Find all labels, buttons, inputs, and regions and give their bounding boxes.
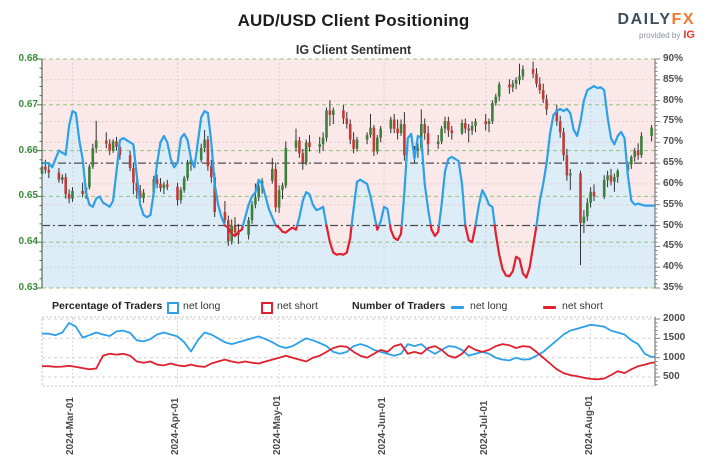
percent-axis-tick: 35% — [663, 282, 684, 293]
percent-axis-tick: 75% — [663, 115, 684, 127]
percent-axis-tick: 60% — [663, 177, 684, 189]
legend-row: Percentage of Traders net long net short… — [0, 299, 707, 315]
price-axis-tick: 0.67 — [18, 98, 38, 110]
percent-axis-tick: 40% — [663, 261, 684, 273]
price-sentiment-plot — [37, 58, 660, 289]
price-axis-tick: 0.64 — [18, 236, 38, 248]
logo-provided-by: provided by IG — [639, 29, 695, 41]
traders-axis-tick: 1500 — [663, 332, 686, 344]
legend-pct-header: Percentage of Traders — [52, 300, 163, 312]
logo-text-daily: DAILY — [617, 11, 672, 28]
date-axis-tick: 2024-Aug-01 — [583, 395, 595, 455]
price-axis-tick: 0.63 — [18, 282, 38, 293]
legend-net-short-swatch — [261, 302, 273, 314]
legend-pct-net-long-label: net long — [183, 300, 221, 312]
legend-net-long-swatch — [167, 302, 179, 314]
page-title: AUD/USD Client Positioning — [237, 11, 470, 30]
percent-axis-tick: 65% — [663, 157, 684, 169]
dailyfx-logo: DAILYFX provided by IG — [618, 12, 695, 43]
percent-axis-tick: 70% — [663, 136, 684, 148]
traders-axis-tick: 500 — [663, 371, 680, 382]
legend-short-line-swatch — [543, 306, 556, 309]
legend-long-line-swatch — [451, 306, 464, 309]
date-axis-tick: 2024-Mar-01 — [65, 397, 77, 455]
date-axis-tick: 2024-Jul-01 — [478, 400, 490, 455]
price-axis-tick: 0.68 — [18, 53, 38, 64]
percent-axis-tick: 90% — [663, 53, 684, 64]
legend-num-header: Number of Traders — [352, 300, 446, 312]
number-of-traders-plot — [41, 316, 660, 387]
traders-axis-tick: 2000 — [663, 313, 686, 324]
legend-pct-net-short-label: net short — [277, 300, 318, 312]
chart-subtitle: IG Client Sentiment — [295, 43, 412, 57]
percent-axis-tick: 50% — [663, 219, 684, 231]
price-axis-tick: 0.65 — [18, 190, 38, 202]
percent-axis-tick: 55% — [663, 198, 684, 210]
legend-num-net-long-label: net long — [470, 300, 508, 312]
traders-axis-tick: 1000 — [663, 351, 686, 363]
date-axis-tick: 2024-Apr-01 — [170, 397, 182, 455]
ig-logo: IG — [683, 29, 695, 41]
logo-text-fx: FX — [671, 11, 695, 28]
legend-num-net-short-label: net short — [562, 300, 603, 312]
percent-axis-tick: 45% — [663, 240, 684, 252]
price-axis-tick: 0.66 — [18, 144, 38, 156]
date-axis-tick: 2024-May-01 — [272, 395, 284, 455]
date-axis-tick: 2024-Jun-01 — [377, 397, 389, 455]
percent-axis-tick: 80% — [663, 94, 684, 106]
percent-axis-tick: 85% — [663, 73, 684, 85]
